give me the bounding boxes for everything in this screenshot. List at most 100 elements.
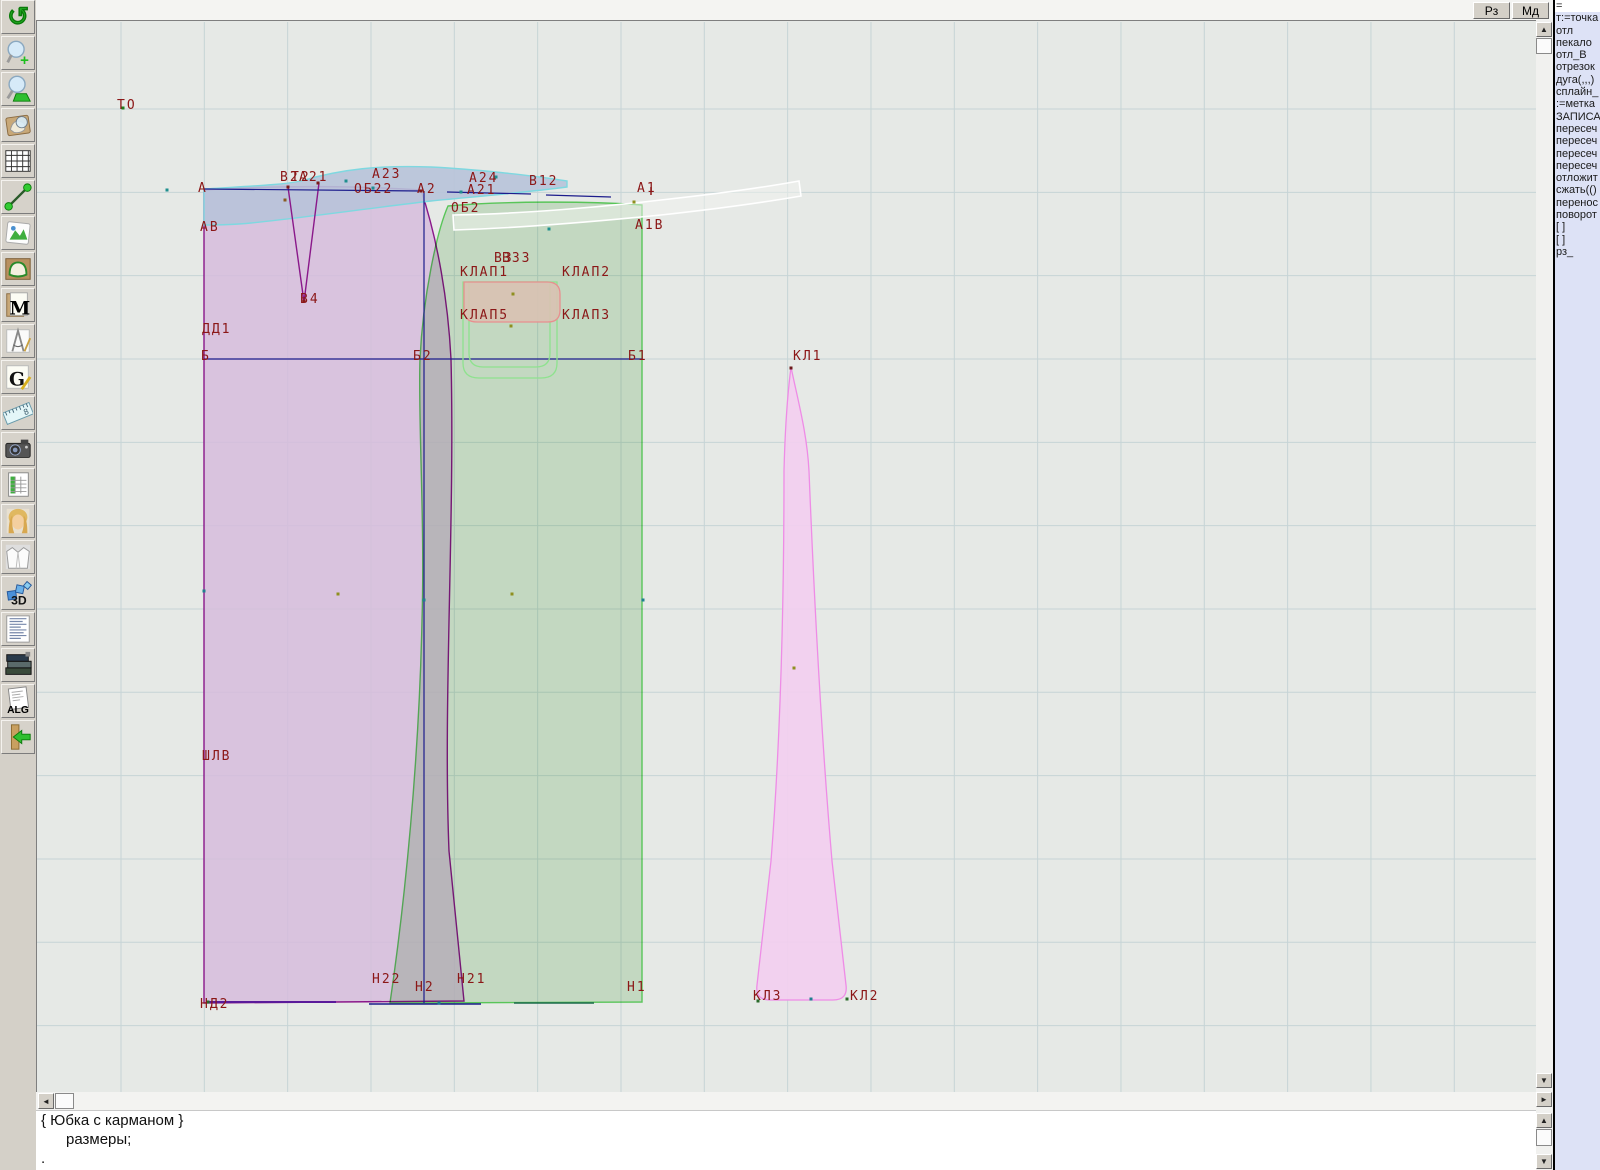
toolbar-button-alg-document[interactable]: ALG <box>1 684 35 718</box>
command-item[interactable]: пересеч <box>1556 122 1598 135</box>
toolbar-button-preview-pattern[interactable] <box>1 108 35 142</box>
toolbar-button-ruler-8[interactable]: 8 <box>1 396 35 430</box>
measure-m-icon: M <box>6 292 30 319</box>
svg-text:А24: А24 <box>469 171 498 186</box>
command-item[interactable]: отложит <box>1556 172 1598 185</box>
toolbar-button-zoom-in[interactable]: + <box>1 36 35 70</box>
toolbar-button-garment[interactable] <box>1 540 35 574</box>
toolbar-button-measure-m[interactable]: M <box>1 288 35 322</box>
svg-text:А1: А1 <box>637 181 657 196</box>
command-item[interactable]: = <box>1555 0 1600 13</box>
alg-document-icon: ALG <box>7 686 30 716</box>
scroll-down-button[interactable]: ▼ <box>1536 1073 1552 1088</box>
command-item[interactable]: пересеч <box>1556 159 1598 172</box>
command-item[interactable]: отрезок <box>1556 61 1595 74</box>
svg-text:В12: В12 <box>529 174 558 189</box>
command-item[interactable]: отл <box>1556 24 1574 37</box>
hscroll-left-button[interactable]: ◄ <box>38 1093 54 1109</box>
waistband-piece[interactable] <box>203 165 568 226</box>
svg-text:G: G <box>9 368 25 390</box>
toolbar-button-print-stack[interactable] <box>1 648 35 682</box>
preview-pattern-icon <box>5 114 31 137</box>
waistband-2-piece[interactable] <box>452 180 802 231</box>
belt-loop-piece[interactable] <box>756 366 847 1001</box>
camera-icon <box>5 439 31 458</box>
svg-text:В33: В33 <box>502 251 531 266</box>
svg-text:КЛ1: КЛ1 <box>793 349 822 364</box>
command-item[interactable]: перенос <box>1556 196 1599 209</box>
hscroll-thumb[interactable] <box>55 1093 74 1109</box>
toolbar-button-3d-view[interactable]: 3D <box>1 576 35 610</box>
svg-text:В3: В3 <box>494 251 514 266</box>
command-item[interactable]: т:=точка <box>1556 12 1599 25</box>
command-item[interactable]: пекало <box>1556 36 1592 49</box>
svg-text:КЛАП3: КЛАП3 <box>562 308 611 323</box>
editor-line: . <box>41 1150 46 1167</box>
toolbar-button-undo-refresh[interactable]: ↺ <box>1 0 35 34</box>
scroll-up-button[interactable]: ▲ <box>1536 22 1552 37</box>
svg-text:НД2: НД2 <box>200 997 229 1012</box>
svg-text:M: M <box>9 297 30 319</box>
mode-button-Мд[interactable]: Мд <box>1512 2 1549 19</box>
command-item[interactable]: пересеч <box>1556 135 1598 148</box>
pocket-flap-piece[interactable] <box>463 281 561 323</box>
command-item[interactable]: сжать(() <box>1556 184 1597 197</box>
garment-icon <box>5 544 31 570</box>
scroll-thumb[interactable] <box>1536 38 1552 54</box>
toolbar-button-segment[interactable] <box>1 180 35 214</box>
command-item[interactable]: [ ] <box>1556 233 1566 246</box>
grid-icon <box>5 150 31 172</box>
toolbar-button-model-photo[interactable] <box>1 504 35 538</box>
toolbar-button-document-list[interactable] <box>1 612 35 646</box>
command-item[interactable]: :=метка <box>1556 98 1596 111</box>
svg-text:В4: В4 <box>300 292 320 307</box>
pattern-piece-icon <box>5 258 31 280</box>
svg-text:Н21: Н21 <box>457 972 486 987</box>
toolbar-button-pattern-piece[interactable] <box>1 252 35 286</box>
canvas-horizontal-scrollbar[interactable]: ◄ <box>36 1092 1536 1110</box>
command-item[interactable]: рз_ <box>1556 245 1574 258</box>
command-item[interactable]: ЗАПИСА <box>1556 110 1600 123</box>
command-item[interactable]: поворот <box>1556 209 1597 222</box>
svg-text:Н2: Н2 <box>415 980 435 995</box>
toolbar-button-pattern-g[interactable]: G <box>1 360 35 394</box>
toolbar-button-size-table[interactable] <box>1 468 35 502</box>
undo-refresh-icon: ↺ <box>7 2 30 32</box>
hscroll-right-button[interactable]: ► <box>1536 1092 1552 1107</box>
svg-text:ALG: ALG <box>7 705 29 716</box>
svg-text:8: 8 <box>22 406 30 417</box>
command-panel: = т:=точка отл пекало отл_В отрезок дуга(,,,) с… <box>1553 0 1600 1170</box>
svg-text:А21: А21 <box>299 170 328 185</box>
command-item[interactable]: отл_В <box>1556 49 1587 62</box>
pocket-bag-piece[interactable] <box>462 281 558 379</box>
editor-scroll-up-button[interactable]: ▲ <box>1536 1113 1552 1128</box>
pattern-g-icon: G <box>6 365 32 390</box>
svg-text:А23: А23 <box>372 167 401 182</box>
drawing-canvas[interactable]: ТО А АВ В2 Т2 А21 А23 ОБ22 А2 А24 А21 В12 А1 ОБ2 А1В В3… <box>36 20 1536 1092</box>
canvas-vertical-scrollbar[interactable]: ▲ ▼ ► ▲ ▼ <box>1536 20 1553 1170</box>
left-toolbar: ↺ + M G 8 3D ALG <box>0 0 37 1170</box>
toolbar-button-zoom-out[interactable] <box>1 72 35 106</box>
code-editor[interactable]: { Юбка с карманом } размеры;. <box>36 1110 1536 1170</box>
toolbar-button-image[interactable] <box>1 216 35 250</box>
editor-line: размеры; <box>66 1131 132 1148</box>
editor-scroll-thumb[interactable] <box>1536 1129 1552 1146</box>
toolbar-button-exit[interactable] <box>1 720 35 754</box>
mode-button-Рз[interactable]: Рз <box>1473 2 1510 19</box>
editor-scroll-down-button[interactable]: ▼ <box>1536 1154 1552 1169</box>
toolbar-button-camera[interactable] <box>1 432 35 466</box>
svg-text:В2: В2 <box>280 170 300 185</box>
svg-text:КЛ2: КЛ2 <box>850 989 879 1004</box>
ruler-8-icon: 8 <box>3 401 33 425</box>
model-photo-icon <box>6 508 30 534</box>
command-item[interactable]: пересеч <box>1556 147 1598 160</box>
svg-text:А2: А2 <box>417 182 437 197</box>
exit-icon <box>10 724 31 750</box>
command-item[interactable]: сплайн_ <box>1556 86 1599 99</box>
command-item[interactable]: [ ] <box>1556 221 1566 234</box>
command-item[interactable]: дуга(,,,) <box>1556 73 1595 86</box>
toolbar-button-drafting-tools[interactable] <box>1 324 35 358</box>
toolbar-button-grid[interactable] <box>1 144 35 178</box>
back-skirt-piece[interactable] <box>389 201 643 1004</box>
